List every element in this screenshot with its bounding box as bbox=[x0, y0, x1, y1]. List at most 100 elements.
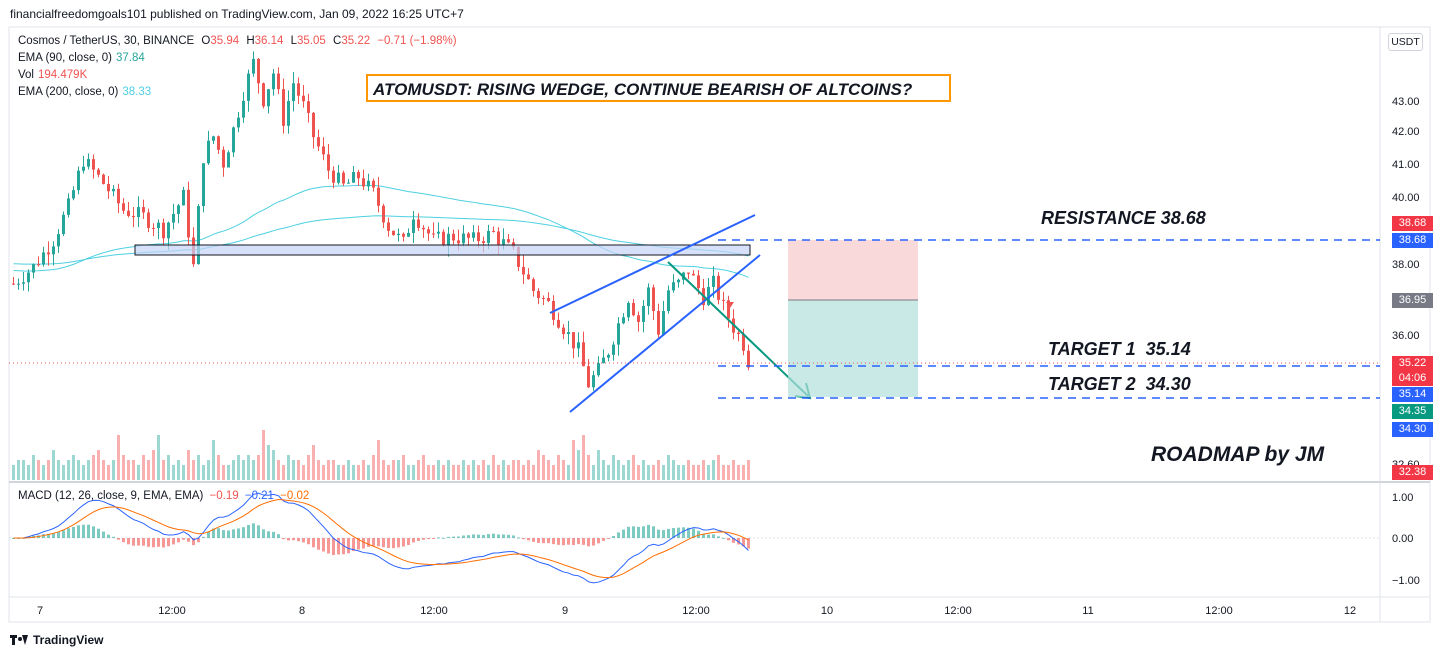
candle-body bbox=[657, 310, 660, 335]
candle-body bbox=[462, 233, 465, 244]
candle-body bbox=[92, 159, 95, 170]
macd-hist-bar bbox=[112, 536, 115, 538]
currency-button[interactable]: USDT bbox=[1388, 33, 1423, 51]
candle-body bbox=[707, 286, 710, 306]
volume-bar bbox=[347, 460, 350, 480]
macd-hist-bar bbox=[302, 538, 305, 543]
macd-hist-bar bbox=[207, 531, 210, 538]
macd-hist-bar bbox=[82, 524, 85, 538]
tradingview-logo-icon bbox=[10, 635, 28, 645]
footer-brand[interactable]: TradingView bbox=[10, 633, 103, 647]
macd-hist-bar bbox=[432, 538, 435, 539]
price-tag: 36.95 bbox=[1392, 293, 1433, 308]
candle-body bbox=[297, 83, 300, 96]
candle-body bbox=[182, 189, 185, 206]
volume-bar bbox=[402, 455, 405, 480]
candle-body bbox=[72, 190, 75, 199]
macd-hist-bar bbox=[462, 535, 465, 538]
symbol-legend[interactable]: Cosmos / TetherUS, 30, BINANCE O35.94 H3… bbox=[18, 35, 457, 47]
volume-bar bbox=[697, 465, 700, 480]
macd-hist-bar bbox=[322, 538, 325, 552]
volume-bar bbox=[397, 460, 400, 480]
macd-hist-bar bbox=[637, 526, 640, 538]
candle-body bbox=[387, 222, 390, 231]
macd-hist-bar bbox=[357, 538, 360, 550]
candle-body bbox=[27, 272, 30, 283]
macd-hist-bar bbox=[662, 530, 665, 538]
macd-legend[interactable]: MACD (12, 26, close, 9, EMA, EMA) −0.19 … bbox=[18, 490, 309, 502]
macd-hist-bar bbox=[512, 535, 515, 538]
macd-hist-bar bbox=[497, 534, 500, 538]
time-tick-label: 9 bbox=[562, 605, 568, 617]
ema200-value: 38.33 bbox=[122, 86, 152, 98]
candle-body bbox=[17, 283, 20, 285]
volume-bar bbox=[277, 460, 280, 480]
macd-hist-bar bbox=[527, 538, 530, 541]
macd-hist-bar bbox=[177, 538, 180, 543]
volume-bar bbox=[212, 440, 215, 480]
volume-bar bbox=[117, 435, 120, 480]
candle-body bbox=[77, 170, 80, 191]
candle-body bbox=[292, 83, 295, 102]
macd-hist-bar bbox=[537, 538, 540, 543]
macd-hist-bar bbox=[707, 534, 710, 538]
macd-hist-bar bbox=[587, 538, 590, 547]
volume-bar bbox=[512, 460, 515, 480]
candle-body bbox=[302, 95, 305, 102]
volume-bar bbox=[727, 465, 730, 480]
risk-zone bbox=[788, 240, 918, 300]
volume-bar bbox=[127, 460, 130, 480]
change-value: −0.71 (−1.98%) bbox=[377, 35, 457, 47]
volume-bar bbox=[637, 465, 640, 480]
macd-hist-bar bbox=[422, 538, 425, 540]
chart-title: ATOMUSDT: RISING WEDGE, CONTINUE BEARISH… bbox=[372, 80, 913, 99]
candle-body bbox=[737, 332, 740, 335]
candle-body bbox=[87, 159, 90, 167]
macd-hist-bar bbox=[482, 534, 485, 538]
candle-body bbox=[232, 127, 235, 153]
volume-bar bbox=[477, 465, 480, 480]
volume-bar bbox=[167, 455, 170, 480]
volume-bar bbox=[207, 460, 210, 480]
macd-hist-bar bbox=[127, 538, 130, 545]
candle-body bbox=[372, 180, 375, 188]
ema90-legend[interactable]: EMA (90, close, 0) 37.84 bbox=[18, 52, 145, 64]
candle-body bbox=[112, 188, 115, 192]
macd-hist-bar bbox=[157, 538, 160, 547]
candle-body bbox=[167, 222, 170, 239]
candle-body bbox=[117, 188, 120, 204]
candle-body bbox=[582, 342, 585, 367]
candle-body bbox=[482, 241, 485, 244]
macd-hist-bar bbox=[67, 528, 70, 538]
macd-hist-bar bbox=[652, 526, 655, 538]
candle-body bbox=[392, 230, 395, 236]
volume-bar bbox=[142, 455, 145, 480]
volume-bar bbox=[227, 465, 230, 480]
candle-body bbox=[607, 354, 610, 358]
macd-hist-bar bbox=[297, 538, 300, 542]
candles bbox=[12, 51, 750, 391]
macd-hist-bar bbox=[457, 536, 460, 538]
candle-body bbox=[452, 233, 455, 241]
macd-hist-bar bbox=[562, 538, 565, 546]
price-tag: 38.68 bbox=[1392, 233, 1433, 248]
ema200-legend[interactable]: EMA (200, close, 0) 38.33 bbox=[18, 86, 151, 98]
volume-bar bbox=[457, 465, 460, 480]
volume-bar bbox=[297, 460, 300, 480]
macd-hist-bar bbox=[367, 538, 370, 547]
volume-bar bbox=[162, 460, 165, 480]
volume-bar bbox=[197, 455, 200, 480]
time-tick-label: 12:00 bbox=[158, 605, 186, 617]
macd-hist-bar bbox=[147, 538, 150, 547]
candle-body bbox=[502, 239, 505, 245]
macd-hist-bar bbox=[617, 532, 620, 538]
volume-legend[interactable]: Vol 194.479K bbox=[18, 69, 87, 81]
vol-label: Vol bbox=[18, 69, 34, 81]
volume-bar bbox=[472, 460, 475, 480]
volume-bar bbox=[632, 455, 635, 480]
macd-hist-bar bbox=[92, 526, 95, 538]
volume-bar bbox=[287, 455, 290, 480]
volume-bar bbox=[702, 460, 705, 480]
candle-body bbox=[102, 174, 105, 184]
